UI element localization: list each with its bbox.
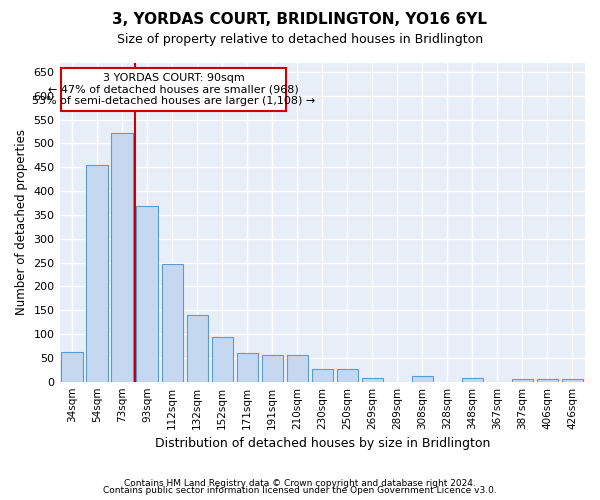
Bar bbox=[61, 352, 83, 382]
Bar bbox=[512, 380, 533, 382]
Bar bbox=[262, 356, 283, 382]
Bar bbox=[412, 376, 433, 382]
Bar bbox=[311, 369, 333, 382]
Bar bbox=[562, 380, 583, 382]
Bar bbox=[86, 165, 108, 382]
Text: Contains HM Land Registry data © Crown copyright and database right 2024.: Contains HM Land Registry data © Crown c… bbox=[124, 478, 476, 488]
Bar bbox=[287, 356, 308, 382]
Y-axis label: Number of detached properties: Number of detached properties bbox=[15, 129, 28, 315]
Bar bbox=[212, 338, 233, 382]
Bar bbox=[337, 369, 358, 382]
Bar bbox=[362, 378, 383, 382]
Bar bbox=[537, 380, 558, 382]
Bar bbox=[112, 132, 133, 382]
Text: Size of property relative to detached houses in Bridlington: Size of property relative to detached ho… bbox=[117, 32, 483, 46]
Bar bbox=[236, 353, 258, 382]
Bar bbox=[161, 264, 183, 382]
Text: ← 47% of detached houses are smaller (968): ← 47% of detached houses are smaller (96… bbox=[48, 85, 299, 95]
Text: 3 YORDAS COURT: 90sqm: 3 YORDAS COURT: 90sqm bbox=[103, 73, 244, 83]
FancyBboxPatch shape bbox=[61, 68, 286, 111]
Text: 53% of semi-detached houses are larger (1,108) →: 53% of semi-detached houses are larger (… bbox=[32, 96, 315, 106]
Text: 3, YORDAS COURT, BRIDLINGTON, YO16 6YL: 3, YORDAS COURT, BRIDLINGTON, YO16 6YL bbox=[113, 12, 487, 28]
Bar bbox=[136, 206, 158, 382]
Bar bbox=[462, 378, 483, 382]
X-axis label: Distribution of detached houses by size in Bridlington: Distribution of detached houses by size … bbox=[155, 437, 490, 450]
Bar bbox=[187, 315, 208, 382]
Text: Contains public sector information licensed under the Open Government Licence v3: Contains public sector information licen… bbox=[103, 486, 497, 495]
